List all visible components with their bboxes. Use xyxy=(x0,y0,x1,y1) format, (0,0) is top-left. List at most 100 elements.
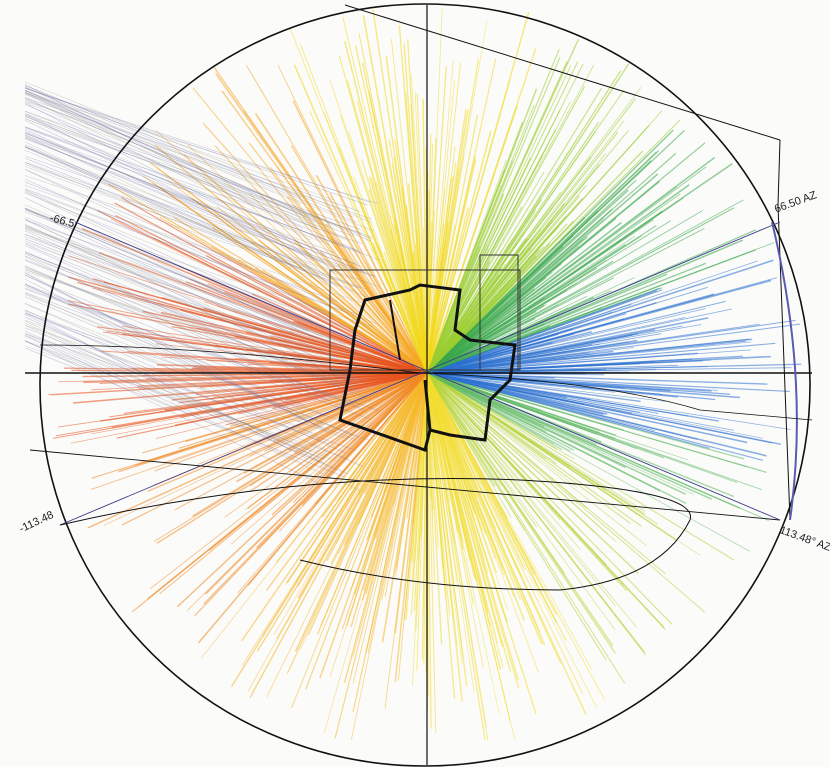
ray xyxy=(414,372,428,562)
shading-stroke xyxy=(24,345,350,460)
plan-wall xyxy=(389,299,401,361)
shading-stroke xyxy=(24,141,327,285)
shading-stroke xyxy=(24,87,372,203)
ray xyxy=(99,372,428,422)
shading-stroke xyxy=(24,335,303,464)
ray xyxy=(319,250,428,374)
shading-stroke xyxy=(24,114,363,234)
shading-stroke xyxy=(24,127,360,253)
shading-stroke xyxy=(24,166,367,290)
shading-stroke xyxy=(24,129,339,271)
ray xyxy=(426,38,580,374)
shading-stroke xyxy=(24,116,354,237)
ray xyxy=(426,98,636,374)
shading-stroke xyxy=(24,89,375,232)
shading-stroke xyxy=(24,240,333,364)
ray xyxy=(426,372,526,531)
shading-stroke xyxy=(24,279,323,429)
ray xyxy=(338,55,428,374)
ray xyxy=(426,162,457,374)
plan-wall xyxy=(423,379,432,431)
ray xyxy=(426,333,575,374)
shading-stroke xyxy=(24,275,346,408)
shading-stroke xyxy=(24,161,379,287)
shading-stroke xyxy=(24,136,335,268)
ray xyxy=(368,188,428,374)
ray xyxy=(426,209,704,374)
shading-stroke xyxy=(24,189,347,313)
ray xyxy=(67,300,428,374)
ray xyxy=(426,372,432,729)
shading-stroke xyxy=(24,118,330,246)
shading-stroke xyxy=(24,229,312,341)
ray xyxy=(247,372,428,692)
ray xyxy=(299,44,428,374)
shading-stroke xyxy=(24,230,356,380)
ray xyxy=(365,372,428,652)
ray xyxy=(426,372,626,684)
shading-stroke xyxy=(24,325,336,471)
shading-stroke xyxy=(24,144,359,289)
horizon-circle xyxy=(39,3,811,767)
ray xyxy=(68,255,428,374)
shading-stroke xyxy=(24,292,354,437)
ray xyxy=(414,92,428,374)
ray xyxy=(81,227,428,374)
shading-stroke xyxy=(24,226,354,358)
ray xyxy=(296,372,428,423)
ray xyxy=(426,367,792,374)
shading-stroke xyxy=(24,233,366,382)
sketch-curve xyxy=(59,477,691,591)
ray xyxy=(426,372,617,543)
ray xyxy=(426,372,463,702)
shading-stroke xyxy=(24,319,313,434)
shading-stroke xyxy=(24,324,348,439)
ray xyxy=(426,372,547,433)
ray xyxy=(426,262,707,374)
ray xyxy=(426,287,663,374)
shading-stroke xyxy=(24,120,325,263)
ray xyxy=(149,372,428,590)
ray xyxy=(245,372,428,510)
ray xyxy=(142,310,428,374)
shading-stroke xyxy=(24,100,372,220)
shading-stroke xyxy=(24,92,325,242)
ray xyxy=(426,142,706,374)
ray xyxy=(426,225,657,374)
ray xyxy=(286,196,428,374)
ray xyxy=(426,372,639,575)
ray xyxy=(426,313,627,374)
ray xyxy=(237,372,428,415)
ray xyxy=(218,197,428,374)
shading-stroke xyxy=(24,98,372,240)
ray xyxy=(426,129,557,374)
shading-stroke xyxy=(24,192,342,321)
shading-stroke xyxy=(24,85,354,218)
ray xyxy=(351,372,428,740)
shading-stroke xyxy=(24,234,338,346)
shading-stroke xyxy=(24,147,368,298)
ray xyxy=(426,372,713,500)
ray xyxy=(178,372,428,404)
shading-stroke xyxy=(24,89,317,222)
ray xyxy=(329,372,428,445)
ray xyxy=(121,372,428,526)
ray xyxy=(338,372,428,554)
shading-stroke xyxy=(24,93,340,227)
ray xyxy=(372,9,428,374)
shading-stroke xyxy=(24,333,314,452)
shading-stroke xyxy=(24,238,367,371)
ray xyxy=(156,363,428,374)
shading-stroke xyxy=(24,110,361,230)
shading-stroke xyxy=(24,87,358,223)
ray xyxy=(293,239,428,374)
ray xyxy=(363,225,428,374)
ray xyxy=(426,221,622,374)
ray xyxy=(390,38,428,374)
ray xyxy=(393,224,428,374)
shading-stroke xyxy=(24,88,368,206)
ray xyxy=(426,372,767,457)
shading-stroke xyxy=(24,118,373,238)
shading-stroke xyxy=(24,340,329,456)
shading-stroke xyxy=(24,274,306,413)
